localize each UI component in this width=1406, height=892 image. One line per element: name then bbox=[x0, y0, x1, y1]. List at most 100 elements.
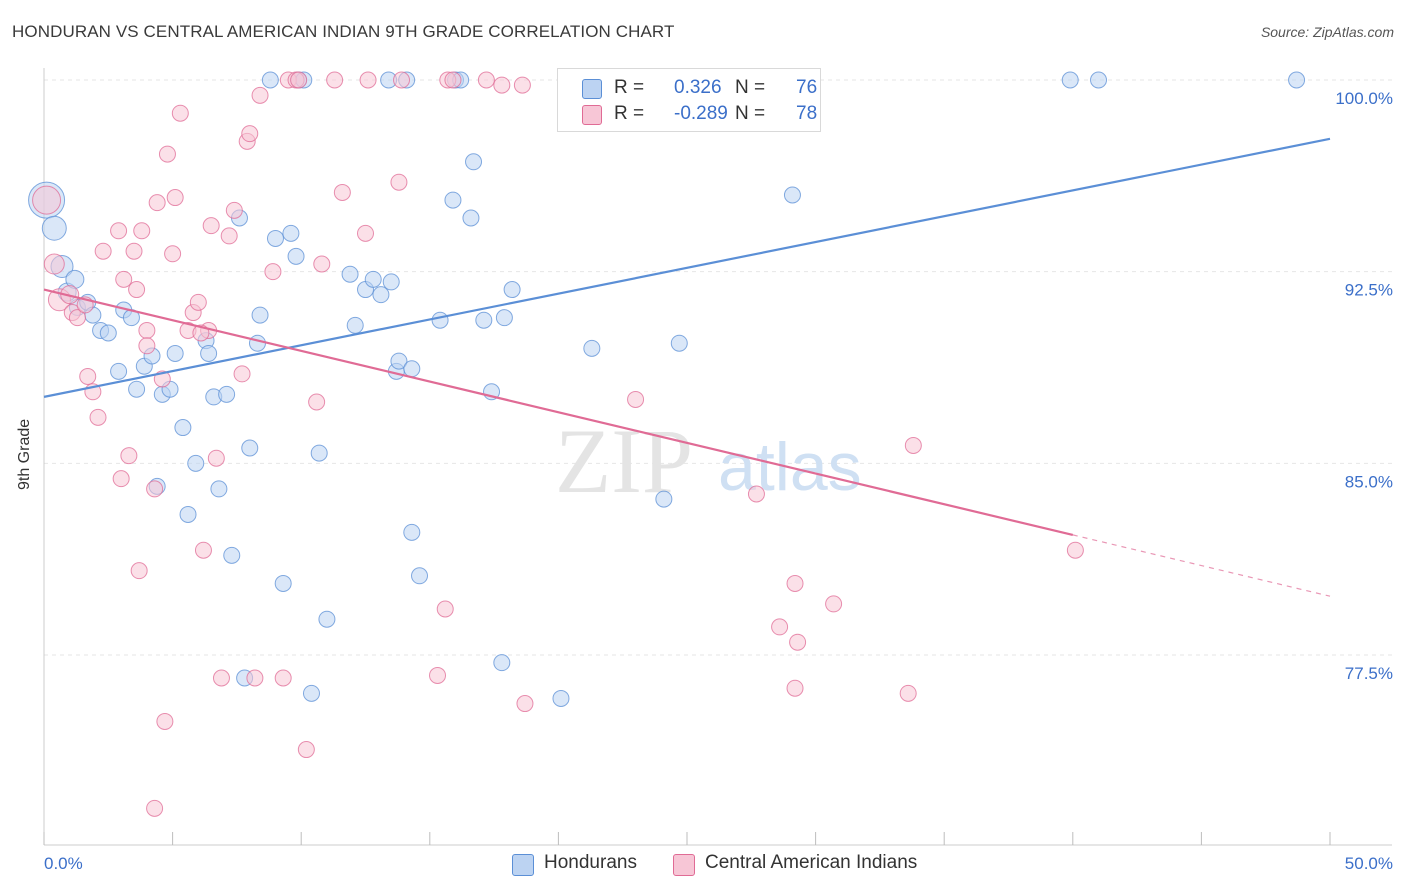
central-american-indian-point bbox=[158, 145, 176, 163]
honduran-point bbox=[41, 215, 67, 241]
honduran-point bbox=[1061, 71, 1079, 89]
central-american-indian-point bbox=[274, 669, 292, 687]
central-american-indian-point bbox=[241, 125, 259, 143]
central-american-indian-point bbox=[194, 541, 212, 559]
legend-swatch-hondurans bbox=[582, 79, 602, 99]
honduran-point bbox=[583, 339, 601, 357]
x-tick-label: 50.0% bbox=[1345, 854, 1393, 873]
central-american-indian-point bbox=[189, 293, 207, 311]
bottom-legend-swatch-central-american-indians bbox=[673, 854, 695, 876]
central-american-indian-point bbox=[110, 222, 128, 240]
central-american-indian-point bbox=[125, 242, 143, 260]
legend-n-label: N = bbox=[735, 77, 766, 98]
honduran-point bbox=[318, 610, 336, 628]
central-american-indian-point bbox=[444, 71, 462, 89]
bottom-legend-label: Central American Indians bbox=[705, 852, 918, 873]
central-american-indian-point bbox=[43, 253, 65, 275]
honduran-point bbox=[266, 229, 284, 247]
honduran-point bbox=[655, 490, 673, 508]
y-tick-label: 77.5% bbox=[1345, 664, 1393, 683]
honduran-point bbox=[783, 186, 801, 204]
central-american-indian-point bbox=[233, 365, 251, 383]
honduran-point bbox=[274, 574, 292, 592]
central-american-indian-point bbox=[627, 390, 645, 408]
central-american-indian-point bbox=[212, 669, 230, 687]
central-american-indian-point bbox=[164, 245, 182, 263]
honduran-point bbox=[310, 444, 328, 462]
central-american-indian-point bbox=[264, 263, 282, 281]
central-american-indian-point bbox=[436, 600, 454, 618]
central-american-indian-point bbox=[357, 224, 374, 242]
honduran-point bbox=[552, 689, 570, 707]
central-american-indian-point bbox=[89, 408, 107, 426]
central-american-indian-point bbox=[146, 480, 164, 498]
bottom-legend-label: Hondurans bbox=[544, 852, 637, 873]
chart-title: HONDURAN VS CENTRAL AMERICAN INDIAN 9TH … bbox=[12, 22, 675, 41]
bottom-legend-swatch-hondurans bbox=[512, 854, 534, 876]
central-american-indian-point bbox=[1066, 541, 1084, 559]
y-tick-label: 100.0% bbox=[1335, 89, 1393, 108]
honduran-point bbox=[128, 380, 146, 398]
central-american-indian-point bbox=[513, 76, 531, 94]
honduran-point bbox=[372, 286, 390, 304]
honduran-point bbox=[241, 439, 259, 457]
central-american-indian-point bbox=[115, 270, 133, 288]
central-american-indian-trend-extension bbox=[1072, 534, 1331, 597]
honduran-point bbox=[261, 71, 279, 89]
central-american-indian-point bbox=[429, 666, 447, 684]
central-american-indian-point bbox=[493, 76, 511, 94]
y-axis-label: 9th Grade bbox=[16, 418, 33, 490]
legend-swatch-central-american-indians bbox=[582, 105, 602, 125]
honduran-point bbox=[110, 362, 128, 380]
y-tick-label: 92.5% bbox=[1345, 281, 1393, 300]
central-american-indian-point bbox=[166, 189, 184, 207]
series-hondurans bbox=[28, 71, 1306, 707]
tick-label-layer: 100.0% 92.5% 85.0% 77.5% 0.0% 50.0% bbox=[44, 89, 1393, 873]
central-american-indian-point bbox=[79, 367, 97, 385]
honduran-point bbox=[282, 224, 300, 242]
stats-legend: R = 0.326 N = 76 R = -0.289 N = 78 bbox=[557, 68, 821, 132]
central-american-indian-point bbox=[130, 562, 148, 580]
central-american-indian-point bbox=[138, 321, 156, 339]
honduran-point bbox=[503, 281, 521, 299]
central-american-indian-point bbox=[786, 574, 804, 592]
central-american-indian-point bbox=[171, 104, 189, 122]
central-american-indian-point bbox=[138, 337, 156, 355]
central-american-indian-point bbox=[308, 393, 326, 411]
trend-layer bbox=[43, 137, 1331, 597]
central-american-indian-point bbox=[313, 255, 331, 273]
central-american-indian-point bbox=[128, 281, 146, 299]
legend-r-value: 0.326 bbox=[674, 77, 722, 98]
central-american-indian-point bbox=[156, 712, 174, 730]
honduran-point bbox=[475, 311, 493, 329]
central-american-indian-point bbox=[202, 217, 220, 235]
central-american-indian-point bbox=[477, 71, 495, 89]
honduran-point bbox=[364, 270, 382, 288]
honduran-point bbox=[403, 523, 421, 541]
central-american-indian-point bbox=[112, 470, 130, 488]
central-american-indian-point bbox=[825, 595, 843, 613]
honduran-point bbox=[431, 311, 449, 329]
honduran-point bbox=[166, 344, 184, 362]
watermark: ZIP atlas bbox=[555, 410, 862, 512]
central-american-indian-point bbox=[207, 449, 225, 467]
central-american-indian-point bbox=[120, 447, 138, 465]
honduran-point bbox=[493, 654, 511, 672]
y-tick-label: 85.0% bbox=[1345, 472, 1393, 491]
honduran-point bbox=[99, 324, 117, 342]
honduran-point bbox=[403, 360, 421, 378]
central-american-indian-point bbox=[225, 201, 243, 219]
honduran-point bbox=[218, 385, 236, 403]
honduran-point bbox=[465, 153, 483, 171]
central-american-indian-point bbox=[68, 309, 86, 327]
central-american-indian-trend-line bbox=[43, 288, 1074, 536]
central-american-indian-point bbox=[904, 436, 922, 454]
points-layer bbox=[28, 71, 1306, 817]
honduran-point bbox=[174, 419, 192, 437]
central-american-indian-point bbox=[290, 71, 308, 89]
honduran-point bbox=[495, 309, 513, 327]
central-american-indian-point bbox=[297, 741, 315, 759]
legend-r-value: -0.289 bbox=[674, 103, 728, 124]
central-american-indian-point bbox=[771, 618, 789, 636]
